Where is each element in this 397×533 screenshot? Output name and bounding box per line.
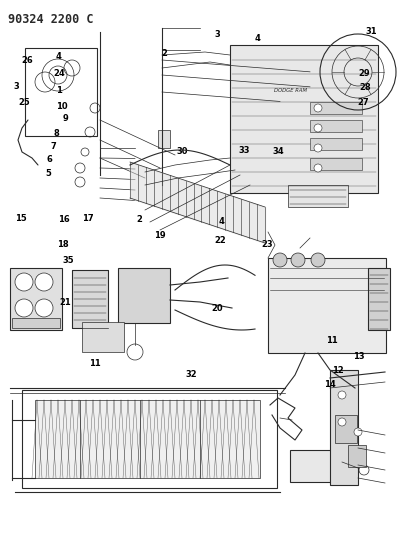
Bar xyxy=(230,45,378,193)
Text: 10: 10 xyxy=(56,102,67,111)
Bar xyxy=(82,322,124,352)
Bar xyxy=(330,370,358,485)
Text: 30: 30 xyxy=(176,148,187,156)
Text: 33: 33 xyxy=(239,146,250,155)
Text: 3: 3 xyxy=(215,30,220,39)
Text: 2: 2 xyxy=(162,49,168,58)
Circle shape xyxy=(273,253,287,267)
Bar xyxy=(268,258,386,353)
Text: 9: 9 xyxy=(63,114,68,123)
Text: 1: 1 xyxy=(56,86,62,95)
Bar xyxy=(368,268,390,330)
Bar xyxy=(310,138,362,150)
Bar xyxy=(35,400,260,478)
Text: 23: 23 xyxy=(261,240,273,248)
Circle shape xyxy=(15,273,33,291)
Bar xyxy=(10,268,62,330)
Bar xyxy=(25,48,97,136)
Text: 26: 26 xyxy=(21,56,33,64)
Circle shape xyxy=(15,299,33,317)
Bar xyxy=(310,158,362,170)
Bar xyxy=(310,120,362,132)
Bar xyxy=(290,450,342,482)
Text: 12: 12 xyxy=(332,366,344,375)
Text: 13: 13 xyxy=(353,352,365,360)
Text: 14: 14 xyxy=(324,381,336,389)
Circle shape xyxy=(314,144,322,152)
Text: 35: 35 xyxy=(62,256,74,264)
Circle shape xyxy=(291,253,305,267)
Text: 20: 20 xyxy=(212,304,224,312)
Circle shape xyxy=(354,428,362,436)
Bar xyxy=(335,415,357,443)
Text: 11: 11 xyxy=(326,336,337,344)
Text: 19: 19 xyxy=(154,231,166,240)
Text: 29: 29 xyxy=(358,69,370,78)
Circle shape xyxy=(314,164,322,172)
Text: 3: 3 xyxy=(14,82,19,91)
Circle shape xyxy=(314,104,322,112)
Text: 17: 17 xyxy=(82,214,94,223)
Text: 4: 4 xyxy=(56,52,62,61)
Circle shape xyxy=(35,273,53,291)
Text: 24: 24 xyxy=(53,69,65,78)
Text: 25: 25 xyxy=(18,98,30,107)
Text: 8: 8 xyxy=(54,129,59,138)
Text: 28: 28 xyxy=(359,84,371,92)
Circle shape xyxy=(338,418,346,426)
Bar xyxy=(310,102,362,114)
Bar xyxy=(158,130,170,148)
Text: 4: 4 xyxy=(254,34,260,43)
Bar xyxy=(72,270,108,328)
Text: 15: 15 xyxy=(15,214,27,223)
Text: 6: 6 xyxy=(47,156,52,164)
Bar xyxy=(22,390,277,488)
Bar xyxy=(288,185,348,207)
Text: 2: 2 xyxy=(137,215,143,224)
Text: 32: 32 xyxy=(185,370,197,378)
Text: 27: 27 xyxy=(357,98,369,107)
Bar xyxy=(118,268,170,323)
Circle shape xyxy=(35,299,53,317)
Circle shape xyxy=(338,391,346,399)
Text: 5: 5 xyxy=(46,169,51,178)
Text: 18: 18 xyxy=(57,240,69,248)
Text: 4: 4 xyxy=(219,217,224,225)
Text: 22: 22 xyxy=(214,237,226,245)
Text: 31: 31 xyxy=(365,28,377,36)
Circle shape xyxy=(314,124,322,132)
Text: 21: 21 xyxy=(60,298,71,307)
Text: 34: 34 xyxy=(272,148,284,156)
Bar xyxy=(348,445,366,467)
Text: 16: 16 xyxy=(58,215,70,224)
Text: 90324 2200 C: 90324 2200 C xyxy=(8,13,94,26)
Bar xyxy=(12,318,60,328)
Text: 11: 11 xyxy=(89,359,100,368)
Text: DODGE RAM: DODGE RAM xyxy=(274,87,306,93)
Circle shape xyxy=(311,253,325,267)
Text: 7: 7 xyxy=(51,142,56,151)
